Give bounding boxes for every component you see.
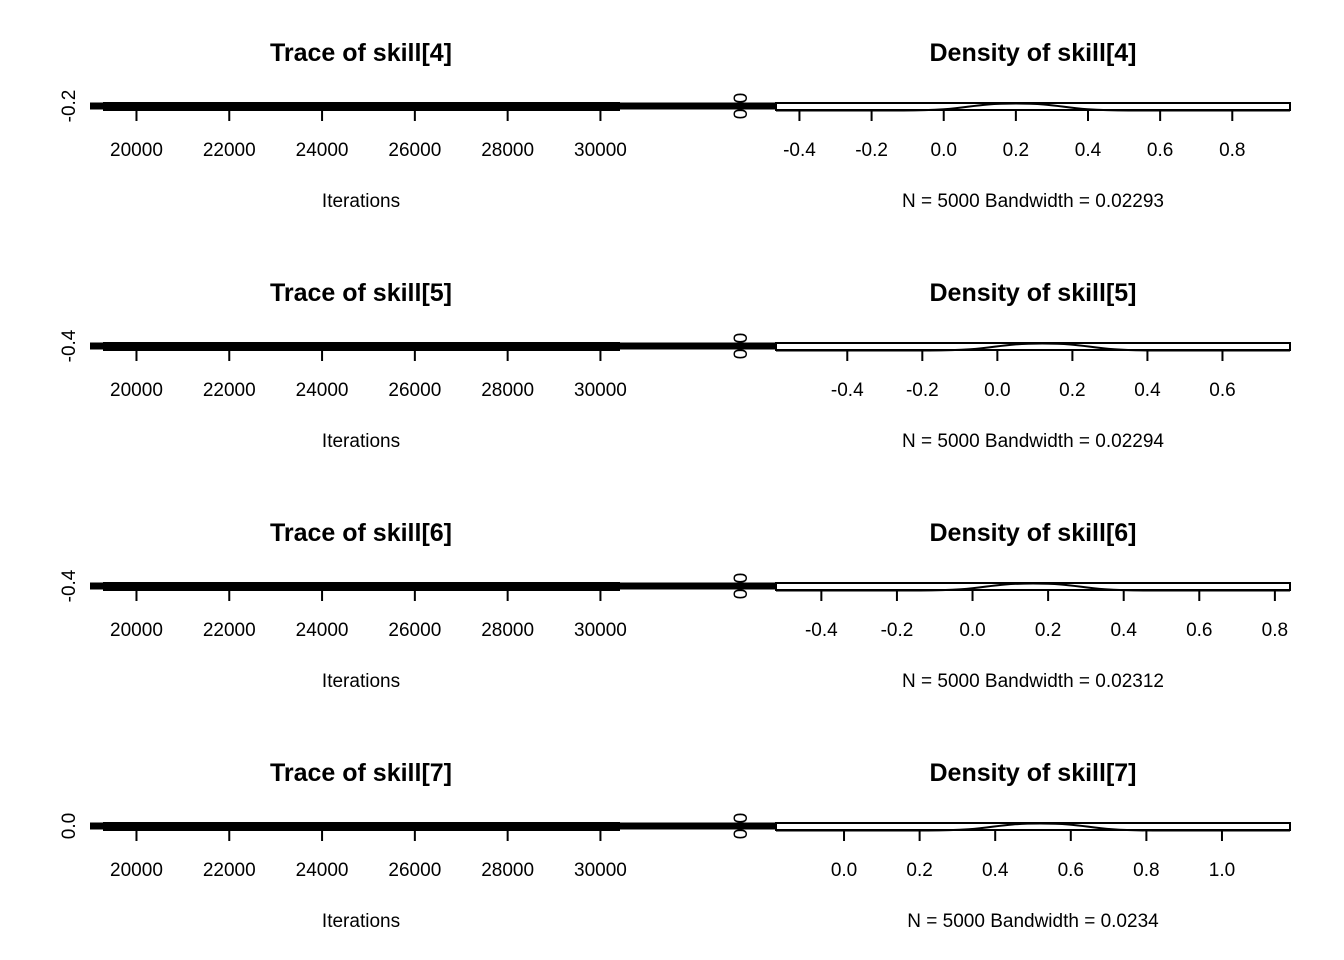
x-tick-label: 0.4 <box>1110 620 1137 641</box>
x-tick-label: 0.8 <box>1262 620 1288 641</box>
x-tick-label: 0.6 <box>1147 140 1173 161</box>
x-tick-label: 26000 <box>388 620 441 641</box>
x-tick-label: 0.6 <box>1058 860 1084 881</box>
x-tick-label: 0.8 <box>1133 860 1159 881</box>
y-tick-label: -0.4 <box>59 329 80 362</box>
y-tick-label: 0.0 <box>731 93 752 119</box>
x-tick-label: 0.0 <box>984 380 1010 401</box>
x-tick-label: 28000 <box>481 860 534 881</box>
plot-frame <box>775 102 1291 111</box>
x-tick-label: -0.2 <box>881 620 914 641</box>
x-tick-label: 28000 <box>481 380 534 401</box>
x-axis-label: N = 5000 Bandwidth = 0.02294 <box>902 431 1164 452</box>
y-tick-label: 0.0 <box>59 813 80 839</box>
plot-frame <box>775 342 1291 351</box>
x-tick-label: 30000 <box>574 620 627 641</box>
panel-title: Density of skill[5] <box>930 279 1137 307</box>
x-tick-label: -0.2 <box>906 380 939 401</box>
panel-title: Trace of skill[5] <box>270 279 452 307</box>
x-axis-label: Iterations <box>322 911 400 932</box>
plot-frame <box>775 822 1291 831</box>
panel-title: Density of skill[7] <box>930 759 1137 787</box>
x-tick-label: 24000 <box>296 860 349 881</box>
x-tick-label: 0.0 <box>931 140 957 161</box>
panel-title: Trace of skill[6] <box>270 519 452 547</box>
x-tick-label: 0.4 <box>1134 380 1161 401</box>
x-tick-label: 20000 <box>110 140 163 161</box>
x-tick-label: 0.8 <box>1219 140 1245 161</box>
x-tick-label: -0.2 <box>855 140 888 161</box>
x-tick-label: 0.2 <box>1059 380 1085 401</box>
x-axis-label: N = 5000 Bandwidth = 0.02293 <box>902 191 1164 212</box>
x-tick-label: 20000 <box>110 380 163 401</box>
x-tick-label: -0.4 <box>831 380 864 401</box>
x-axis-label: N = 5000 Bandwidth = 0.02312 <box>902 671 1164 692</box>
x-tick-label: 28000 <box>481 140 534 161</box>
x-tick-label: 0.2 <box>1003 140 1029 161</box>
x-tick-label: 22000 <box>203 860 256 881</box>
x-tick-label: -0.4 <box>783 140 816 161</box>
x-axis-label: N = 5000 Bandwidth = 0.0234 <box>907 911 1159 932</box>
panel-title: Trace of skill[7] <box>270 759 452 787</box>
y-tick-label: 0.0 <box>731 333 752 359</box>
x-tick-label: 26000 <box>388 380 441 401</box>
x-tick-label: 22000 <box>203 140 256 161</box>
x-tick-label: 24000 <box>296 620 349 641</box>
x-tick-label: 0.4 <box>982 860 1009 881</box>
panel-title: Density of skill[4] <box>930 39 1137 67</box>
x-axis-label: Iterations <box>322 671 400 692</box>
y-tick-label: 0.0 <box>731 573 752 599</box>
x-tick-label: 26000 <box>388 140 441 161</box>
panel-title: Trace of skill[4] <box>270 39 452 67</box>
x-tick-label: 24000 <box>296 380 349 401</box>
x-tick-label: 24000 <box>296 140 349 161</box>
x-tick-label: 0.6 <box>1209 380 1235 401</box>
panel-title: Density of skill[6] <box>930 519 1137 547</box>
x-tick-label: 22000 <box>203 620 256 641</box>
x-tick-label: 0.4 <box>1075 140 1102 161</box>
x-tick-label: 0.0 <box>959 620 985 641</box>
x-tick-label: 30000 <box>574 380 627 401</box>
x-tick-label: -0.4 <box>805 620 838 641</box>
x-tick-label: 30000 <box>574 860 627 881</box>
y-tick-label: -0.4 <box>59 569 80 602</box>
x-tick-label: 30000 <box>574 140 627 161</box>
x-axis-label: Iterations <box>322 191 400 212</box>
x-tick-label: 20000 <box>110 860 163 881</box>
x-tick-label: 22000 <box>203 380 256 401</box>
y-tick-label: -0.2 <box>59 90 80 123</box>
x-tick-label: 0.6 <box>1186 620 1212 641</box>
x-tick-label: 26000 <box>388 860 441 881</box>
x-tick-label: 0.2 <box>1035 620 1061 641</box>
x-axis-label: Iterations <box>322 431 400 452</box>
y-tick-label: 0.0 <box>731 813 752 839</box>
x-tick-label: 20000 <box>110 620 163 641</box>
x-tick-label: 0.2 <box>906 860 932 881</box>
x-tick-label: 1.0 <box>1209 860 1235 881</box>
plot-frame <box>775 582 1291 591</box>
x-tick-label: 0.0 <box>831 860 857 881</box>
x-tick-label: 28000 <box>481 620 534 641</box>
